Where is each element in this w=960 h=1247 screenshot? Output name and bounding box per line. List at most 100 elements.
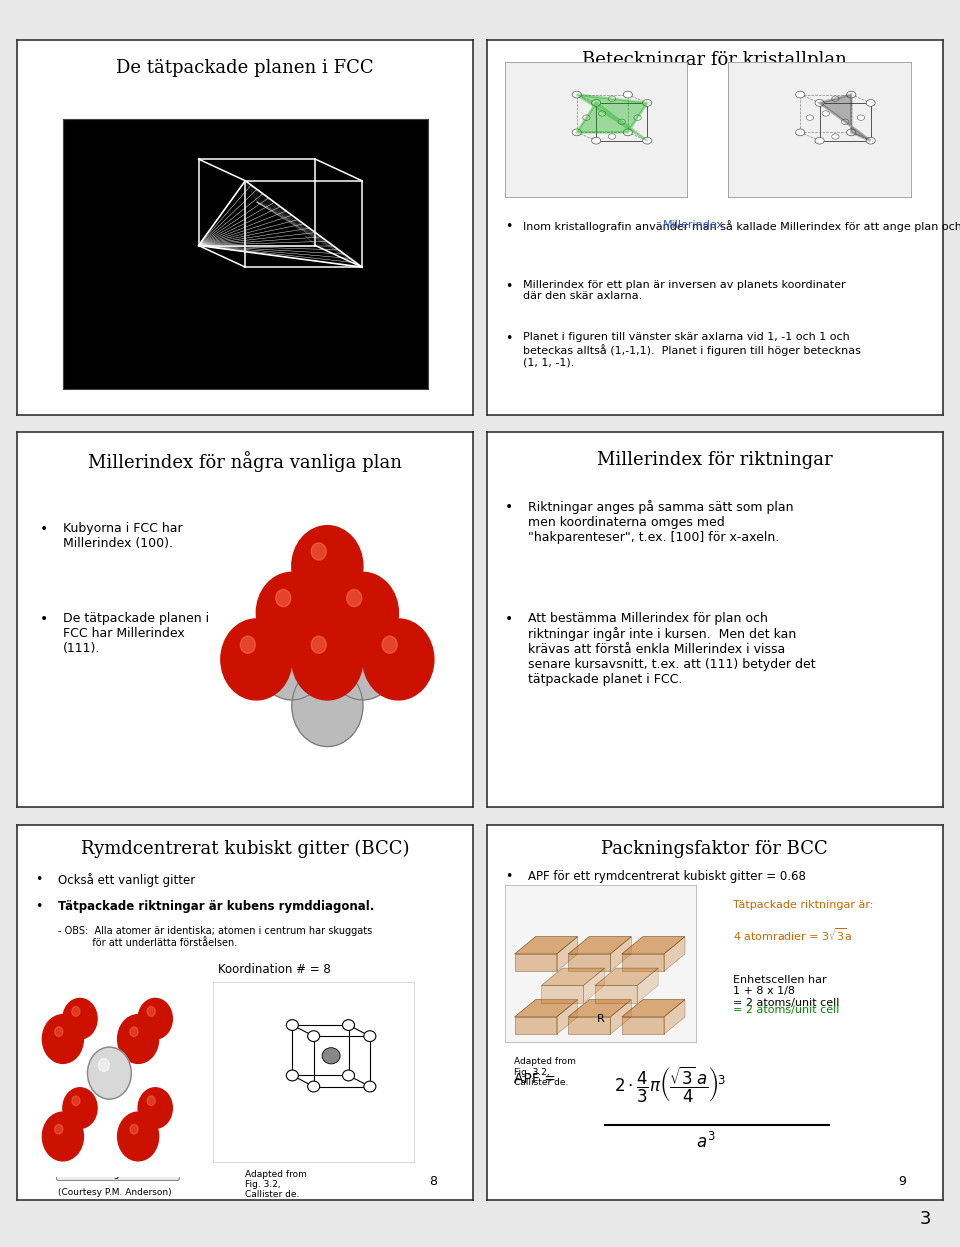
Circle shape	[842, 120, 849, 125]
Circle shape	[583, 115, 590, 120]
Polygon shape	[595, 968, 659, 985]
Circle shape	[599, 111, 606, 116]
Circle shape	[99, 1059, 109, 1071]
Circle shape	[364, 1031, 376, 1041]
Polygon shape	[611, 1000, 632, 1034]
Text: •: •	[505, 612, 514, 626]
Text: Beteckningar för kristallplan: Beteckningar för kristallplan	[583, 51, 847, 69]
Polygon shape	[664, 936, 685, 971]
Circle shape	[634, 115, 641, 120]
Circle shape	[327, 572, 398, 653]
Text: $a^3$: $a^3$	[696, 1132, 715, 1152]
Text: Tätpackade riktningar är:: Tätpackade riktningar är:	[733, 899, 874, 909]
Text: Millerindex: Millerindex	[662, 219, 724, 229]
Circle shape	[866, 137, 876, 145]
Circle shape	[343, 1070, 354, 1081]
Text: Enhetscellen har
1 + 8 x 1/8
= 2 atoms/unit cell: Enhetscellen har 1 + 8 x 1/8 = 2 atoms/u…	[733, 975, 839, 1008]
Text: Click on image to animate: Click on image to animate	[59, 1170, 178, 1178]
Text: (Courtesy P.M. Anderson): (Courtesy P.M. Anderson)	[59, 1188, 172, 1197]
Polygon shape	[515, 954, 557, 971]
Circle shape	[307, 1081, 320, 1092]
Circle shape	[322, 1047, 340, 1064]
Circle shape	[609, 96, 615, 101]
Polygon shape	[622, 1018, 664, 1034]
Polygon shape	[622, 936, 685, 954]
Text: Packningsfaktor för BCC: Packningsfaktor för BCC	[601, 839, 828, 858]
Text: •: •	[36, 873, 43, 887]
Polygon shape	[557, 1000, 578, 1034]
Circle shape	[642, 100, 652, 106]
Text: Kubyorna i FCC har
Millerindex (100).: Kubyorna i FCC har Millerindex (100).	[62, 522, 182, 550]
Circle shape	[55, 1026, 62, 1036]
Circle shape	[796, 128, 804, 136]
Circle shape	[327, 619, 398, 700]
Circle shape	[292, 526, 363, 607]
Circle shape	[256, 572, 327, 653]
Text: •: •	[36, 899, 43, 913]
Circle shape	[822, 111, 829, 116]
Text: Adapted from
Fig. 3.2,
Callister de.: Adapted from Fig. 3.2, Callister de.	[246, 1170, 307, 1200]
Circle shape	[307, 1031, 320, 1041]
Polygon shape	[568, 936, 632, 954]
Text: Inom kristallografin använder man så kallade Millerindex för att ange plan och r: Inom kristallografin använder man så kal…	[523, 219, 960, 232]
Circle shape	[147, 1006, 156, 1016]
Circle shape	[591, 137, 601, 145]
Circle shape	[130, 1125, 138, 1134]
Text: 4 atomradier = 3$\sqrt{3}$a: 4 atomradier = 3$\sqrt{3}$a	[733, 927, 852, 943]
Polygon shape	[515, 1018, 557, 1034]
Text: •: •	[505, 869, 513, 883]
Circle shape	[147, 1096, 156, 1106]
Polygon shape	[611, 936, 632, 971]
Circle shape	[286, 1070, 299, 1081]
Circle shape	[347, 590, 362, 607]
Polygon shape	[541, 968, 605, 985]
Polygon shape	[664, 1000, 685, 1034]
Polygon shape	[577, 95, 647, 141]
Polygon shape	[515, 1000, 578, 1018]
Text: APF för ett rymdcentrerat kubiskt gitter = 0.68: APF för ett rymdcentrerat kubiskt gitter…	[528, 869, 805, 883]
Circle shape	[256, 619, 327, 700]
Circle shape	[363, 619, 434, 700]
Circle shape	[286, 1020, 299, 1030]
Polygon shape	[557, 936, 578, 971]
Circle shape	[138, 1087, 172, 1129]
Circle shape	[623, 91, 633, 99]
Text: $2 \cdot \dfrac{4}{3} \pi \left(\dfrac{\sqrt{3}\,a}{4}\right)^{\!3}$: $2 \cdot \dfrac{4}{3} \pi \left(\dfrac{\…	[614, 1065, 727, 1105]
Text: •: •	[505, 333, 513, 345]
Circle shape	[847, 128, 855, 136]
Circle shape	[847, 91, 855, 99]
Circle shape	[806, 115, 813, 120]
Circle shape	[642, 137, 652, 145]
Circle shape	[292, 619, 363, 700]
Polygon shape	[541, 985, 584, 1003]
Text: Adapted from
Fig. 3.2,
Callister de.: Adapted from Fig. 3.2, Callister de.	[515, 1057, 576, 1087]
Text: Millerindex för några vanliga plan: Millerindex för några vanliga plan	[88, 451, 402, 473]
Circle shape	[311, 542, 326, 560]
Text: - OBS:  Alla atomer är identiska; atomen i centrum har skuggats
           för a: - OBS: Alla atomer är identiska; atomen …	[59, 927, 372, 948]
Text: 9: 9	[899, 1176, 906, 1188]
Circle shape	[311, 636, 326, 653]
Circle shape	[796, 91, 804, 99]
Circle shape	[72, 1006, 80, 1016]
Circle shape	[364, 1081, 376, 1092]
Text: •: •	[40, 612, 48, 626]
Circle shape	[831, 96, 839, 101]
Text: 8: 8	[429, 1176, 437, 1188]
Circle shape	[87, 1047, 132, 1099]
Circle shape	[857, 115, 865, 120]
Circle shape	[62, 1087, 97, 1129]
Circle shape	[221, 619, 292, 700]
Circle shape	[240, 636, 255, 653]
Circle shape	[618, 120, 625, 125]
Polygon shape	[568, 1000, 632, 1018]
Circle shape	[72, 1096, 80, 1106]
Text: = 2 atoms/unit cell: = 2 atoms/unit cell	[733, 1005, 839, 1015]
Polygon shape	[568, 954, 611, 971]
Text: Riktningar anges på samma sätt som plan
men koordinaterna omges med
"hakparentes: Riktningar anges på samma sätt som plan …	[528, 500, 793, 544]
Circle shape	[815, 100, 824, 106]
Circle shape	[382, 636, 397, 653]
Polygon shape	[584, 968, 605, 1003]
Text: Koordination # = 8: Koordination # = 8	[218, 964, 330, 976]
Circle shape	[42, 1112, 84, 1161]
Circle shape	[343, 1020, 354, 1030]
